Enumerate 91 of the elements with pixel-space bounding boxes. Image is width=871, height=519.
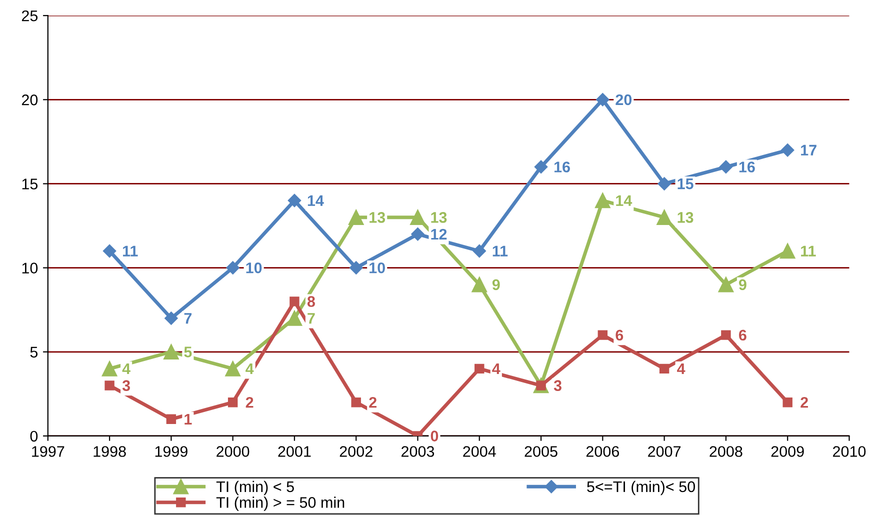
y-tick-label: 5: [30, 346, 38, 358]
x-tick-label: 2010: [833, 446, 866, 457]
y-tick-label: 0: [30, 430, 38, 442]
x-tick-label: 2008: [710, 446, 742, 457]
data-label: 0: [430, 430, 438, 442]
point: [656, 210, 672, 225]
data-label: 6: [739, 330, 746, 341]
point: [658, 177, 671, 190]
data-label: 15: [678, 178, 694, 190]
point: [350, 261, 363, 274]
data-label: 10: [370, 262, 385, 274]
x-tick-label: 2000: [216, 446, 250, 457]
data-label: 1: [184, 414, 192, 424]
data-label: 4: [246, 364, 254, 374]
data-label: 6: [616, 330, 624, 341]
data-label: 2: [800, 397, 808, 408]
data-label: 13: [431, 212, 447, 223]
point: [164, 344, 179, 360]
point: [164, 312, 178, 325]
data-label: 4: [677, 364, 686, 374]
point: [288, 194, 302, 208]
data-label: 16: [739, 162, 755, 172]
x-tick-label: 2003: [402, 446, 434, 457]
point: [595, 192, 610, 208]
data-label: 8: [307, 296, 315, 307]
data-label: 3: [122, 380, 130, 392]
data-label: 10: [246, 262, 262, 274]
legend-label: TI (min) < 5: [216, 480, 294, 496]
x-tick-label: 2002: [340, 446, 372, 457]
point: [104, 380, 114, 390]
data-label: 13: [370, 212, 386, 223]
point: [228, 397, 238, 408]
x-tick-label: 2006: [586, 446, 619, 457]
data-label: 4: [122, 364, 130, 374]
point: [225, 361, 240, 376]
point: [780, 144, 794, 157]
point: [782, 397, 792, 408]
y-tick-label: 25: [22, 10, 38, 22]
data-label: 11: [492, 246, 508, 256]
legend-label: TI (min) > = 50 min: [216, 496, 344, 511]
data-label: 2: [369, 397, 376, 408]
point: [659, 364, 670, 374]
x-tick-label: 2004: [463, 446, 496, 457]
point: [348, 210, 364, 225]
point: [290, 296, 300, 306]
point: [410, 210, 426, 225]
x-tick-label: 2009: [771, 446, 804, 457]
point: [596, 93, 610, 106]
data-label: 11: [123, 246, 138, 256]
data-label: 12: [431, 228, 447, 240]
y-tick-label: 10: [22, 262, 38, 274]
point: [411, 228, 424, 241]
data-label: 9: [492, 279, 500, 290]
x-tick-label: 1997: [32, 446, 64, 457]
data-label: 14: [308, 195, 324, 206]
data-label: 20: [616, 94, 632, 106]
point: [286, 310, 302, 326]
data-label: 5: [184, 346, 192, 358]
point: [472, 276, 488, 292]
data-label: 13: [678, 212, 694, 223]
data-label: 7: [184, 313, 192, 324]
point: [721, 330, 731, 340]
point: [102, 244, 116, 258]
x-tick-label: 1998: [94, 446, 126, 457]
data-label: 4: [492, 364, 500, 374]
data-label: 7: [308, 313, 315, 324]
point: [534, 160, 548, 174]
data-label: 17: [801, 144, 816, 156]
data-label: 14: [616, 195, 632, 206]
y-tick-label: 15: [22, 178, 38, 190]
x-tick-label: 2005: [524, 446, 558, 457]
point: [780, 243, 796, 259]
x-tick-label: 2001: [278, 446, 311, 457]
point: [474, 364, 484, 374]
point: [102, 361, 118, 376]
point: [351, 397, 361, 408]
legend-label: 5<=TI (min)< 50: [587, 480, 695, 496]
data-label: 3: [554, 380, 562, 392]
data-label: 11: [801, 246, 816, 256]
point: [166, 414, 176, 424]
y-tick-label: 20: [22, 94, 38, 106]
data-label: 9: [738, 279, 746, 290]
data-label: 16: [554, 162, 570, 172]
point: [472, 244, 486, 258]
data-label: 2: [246, 397, 254, 408]
point: [598, 330, 608, 340]
point: [226, 261, 240, 274]
x-tick-label: 2007: [648, 446, 681, 457]
point: [718, 276, 734, 292]
x-tick-label: 1999: [155, 446, 188, 457]
point: [719, 160, 733, 174]
